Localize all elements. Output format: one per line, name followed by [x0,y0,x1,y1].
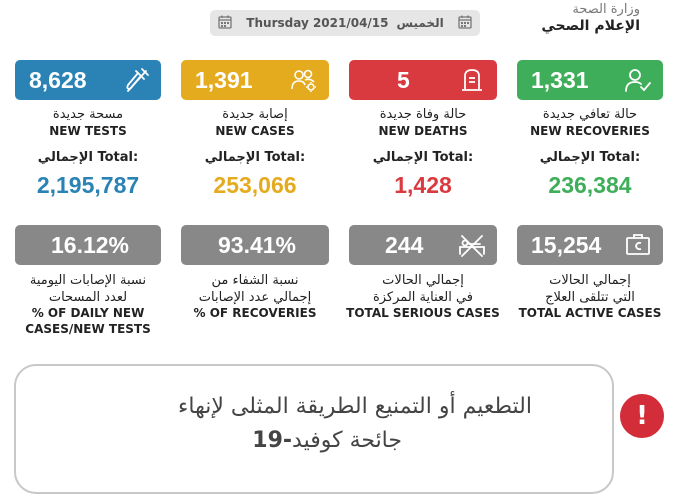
hospital-bed-icon [457,231,487,259]
new-recoveries-box: 1,331 [517,60,663,100]
new-cases-label-ar: إصابة جديدة [222,107,288,122]
banner-line-2-text: جائحة كوفيد [292,428,402,453]
new-cases-label: إصابة جديدة NEW CASES [181,107,329,139]
new-recoveries-value: 1,331 [531,66,589,93]
daily-rate-value: 16.12% [50,231,129,258]
recovery-rate-box: 93.41% [181,225,329,265]
recoveries-total-label: الإجمالي Total: [539,150,641,165]
new-recoveries-label: حالة تعافي جديدة NEW RECOVERIES [517,107,663,139]
ministry-name: وزارة الصحة [572,2,640,17]
serious-cases-label: إجمالي الحالات في العناية المركزة TOTAL … [339,272,507,322]
serious-cases-box: 244 [349,225,497,265]
daily-rate-label-ar1: نسبة الإصابات اليومية [29,273,147,288]
recoveries-total-value: 236,384 [548,172,632,198]
people-virus-icon [289,66,319,94]
banner-line-2: جائحة كوفيد-19 [252,428,402,453]
daily-rate-label-ar2: لعدد المسحات [48,290,128,306]
recovery-rate-label: نسبة الشفاء من إجمالي عدد الإصابات % OF … [171,272,339,322]
recovery-rate-label-en1: % OF RECOVERIES [193,306,317,321]
banner-line-2-number: -19 [252,428,293,453]
tests-total-label: الإجمالي Total: [37,150,139,165]
tombstone-icon [457,66,487,94]
ministry-logo-text: وزارة الصحة الإعلام الصحي [541,2,640,36]
department-name: الإعلام الصحي [541,18,640,35]
date-bar: Thursday 2021/04/15 الخميس [210,10,480,36]
new-tests-label-ar: مسحة جديدة [52,107,124,122]
new-deaths-label-en: NEW DEATHS [378,123,468,138]
medicine-box-icon [623,231,653,259]
active-cases-label-ar2: التي تتلقى العلاج [545,290,635,306]
new-tests-label: مسحة جديدة NEW TESTS [15,107,161,139]
serious-cases-label-ar1: إجمالي الحالات [382,273,464,288]
banner-line-1: التطعيم أو التمنيع الطريقة المثلى لإنهاء [178,394,532,419]
new-deaths-value: 5 [397,66,410,93]
serious-cases-value: 244 [385,231,424,258]
vaccination-banner: التطعيم أو التمنيع الطريقة المثلى لإنهاء… [14,364,614,494]
new-deaths-label-ar: حالة وفاة جديدة [379,107,467,122]
new-deaths-box: 5 [349,60,497,100]
active-cases-label: إجمالي الحالات التي تتلقى العلاج TOTAL A… [507,272,673,322]
person-check-icon [623,66,653,94]
date-arabic: الخميس [396,16,444,30]
daily-rate-label-en2: CASES/NEW TESTS [25,322,151,337]
recovery-rate-label-ar2: إجمالي عدد الإصابات [198,290,312,306]
serious-cases-label-en1: TOTAL SERIOUS CASES [346,306,500,321]
exclamation-icon: ! [620,394,664,438]
calendar-icon [458,15,472,29]
test-tube-icon [121,66,151,94]
recovery-rate-label-ar1: نسبة الشفاء من [211,273,299,288]
date-english: Thursday 2021/04/15 [246,16,389,30]
serious-cases-label-ar2: في العناية المركزة [372,290,474,306]
cases-total-label: الإجمالي Total: [204,150,306,165]
active-cases-box: 15,254 [517,225,663,265]
daily-rate-label: نسبة الإصابات اليومية لعدد المسحات % OF … [5,272,171,338]
active-cases-label-en1: TOTAL ACTIVE CASES [518,306,662,321]
new-cases-box: 1,391 [181,60,329,100]
new-cases-label-en: NEW CASES [215,123,295,138]
recovery-rate-value: 93.41% [217,231,296,258]
tests-total-value: 2,195,787 [36,172,140,198]
daily-rate-label-en1: % OF DAILY NEW [31,306,145,321]
new-tests-value: 8,628 [29,66,87,93]
new-recoveries-label-en: NEW RECOVERIES [530,123,650,138]
active-cases-label-ar1: إجمالي الحالات [549,273,631,288]
daily-rate-box: 16.12% [15,225,161,265]
deaths-total-value: 1,428 [394,172,452,198]
new-recoveries-label-ar: حالة تعافي جديدة [542,107,638,122]
new-deaths-label: حالة وفاة جديدة NEW DEATHS [349,107,497,139]
active-cases-value: 15,254 [531,231,602,258]
calendar-icon [218,15,232,29]
new-tests-label-en: NEW TESTS [49,123,127,138]
new-cases-value: 1,391 [195,66,253,93]
new-tests-box: 8,628 [15,60,161,100]
deaths-total-label: الإجمالي Total: [372,150,474,165]
cases-total-value: 253,066 [213,172,297,198]
